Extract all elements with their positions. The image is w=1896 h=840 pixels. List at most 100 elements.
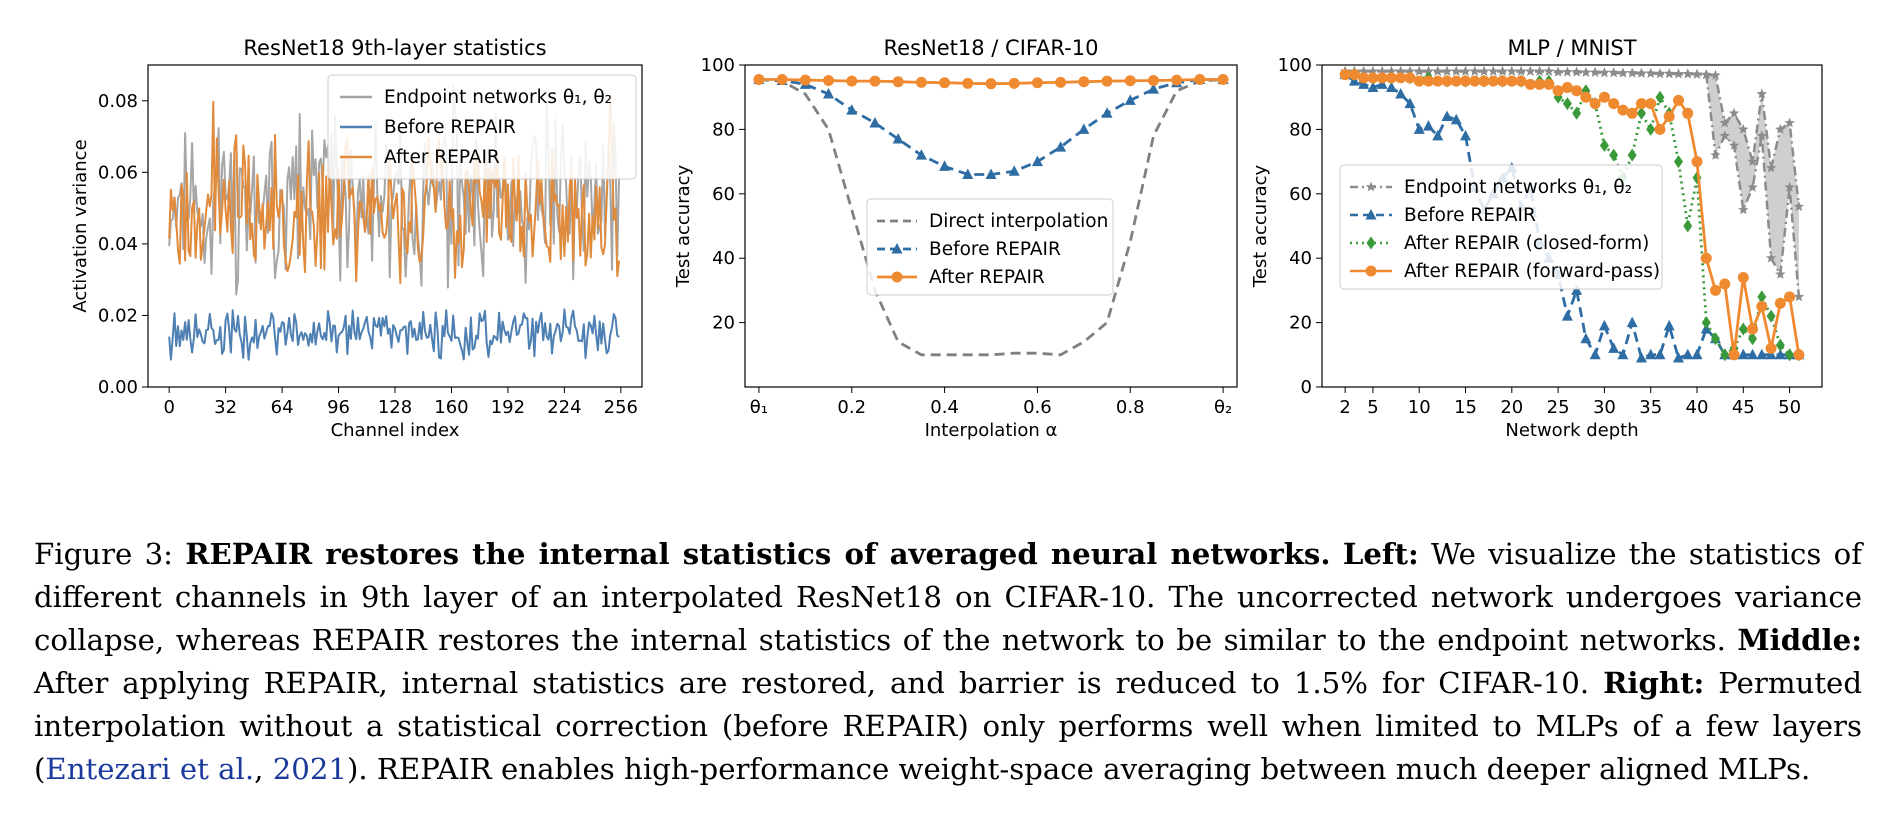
figure-caption: Figure 3: REPAIR restores the internal s… — [34, 533, 1862, 791]
series-line — [1345, 73, 1799, 357]
data-point — [776, 73, 788, 85]
data-point — [1673, 68, 1684, 79]
x-tick-label: 50 — [1778, 397, 1801, 418]
data-point — [1358, 72, 1370, 84]
data-point — [1561, 310, 1573, 321]
plot-frame — [744, 64, 1238, 388]
data-point — [1701, 316, 1711, 330]
legend-label: Before REPAIR — [929, 239, 1061, 260]
data-point — [985, 78, 997, 90]
data-point — [1376, 78, 1388, 89]
x-tick-label: 40 — [1686, 397, 1709, 418]
data-point — [1765, 348, 1777, 360]
y-tick-label: 0.06 — [98, 162, 138, 183]
data-point — [1385, 72, 1397, 84]
data-point — [1774, 297, 1786, 309]
x-tick-label: 20 — [1500, 397, 1523, 418]
plot-frame — [147, 64, 643, 388]
y-tick-label: 60 — [1289, 184, 1312, 205]
y-tick-label: 40 — [712, 248, 735, 269]
y-tick-label: 0.02 — [98, 305, 138, 326]
panel-1: ResNet18 9th-layer statistics 0 32 64 96 128 1… — [70, 36, 643, 441]
data-point — [1562, 97, 1572, 111]
data-point — [1367, 81, 1379, 93]
citation-year-link[interactable]: 2021 — [272, 752, 347, 787]
data-point — [1748, 332, 1758, 346]
data-point — [1654, 123, 1666, 135]
data-point — [1589, 98, 1601, 110]
data-point — [1756, 348, 1768, 360]
data-point — [1395, 87, 1407, 99]
data-point — [1663, 111, 1675, 123]
legend-label: After REPAIR (closed-form) — [1404, 233, 1649, 254]
data-point — [1543, 78, 1555, 90]
y-tick-label: 0.04 — [98, 234, 138, 255]
data-point — [1719, 130, 1730, 141]
data-point — [799, 74, 811, 86]
data-point — [846, 75, 858, 87]
data-point — [1580, 332, 1592, 344]
panel-1-series — [168, 85, 621, 361]
caption-bold-title: REPAIR restores the internal statistics … — [185, 537, 1331, 572]
data-point — [1793, 291, 1805, 302]
data-point — [1646, 122, 1656, 136]
y-tick-label: 0.00 — [98, 377, 138, 398]
data-point — [1756, 130, 1767, 141]
panel-3-series — [1339, 65, 1805, 363]
x-tick-label: 5 — [1367, 397, 1378, 418]
data-point — [1737, 272, 1749, 284]
data-point — [1441, 110, 1453, 122]
data-point — [1571, 284, 1583, 295]
data-point — [823, 74, 835, 86]
data-point — [1737, 348, 1749, 360]
data-point — [1171, 74, 1183, 86]
legend-label: Endpoint networks θ₁, θ₂ — [384, 87, 612, 108]
legend-box — [327, 74, 637, 180]
data-point — [1719, 117, 1730, 128]
series-line — [168, 308, 620, 361]
citation-authors-link[interactable]: Entezari et al. — [45, 752, 255, 787]
x-tick-label: θ₁ — [750, 397, 768, 418]
data-point — [1682, 348, 1694, 360]
data-point — [1608, 67, 1619, 78]
data-point — [1608, 98, 1620, 110]
x-tick-label: 30 — [1593, 397, 1616, 418]
data-point — [1645, 98, 1657, 110]
x-tick-label: 128 — [378, 397, 412, 418]
x-tick-label: 0.2 — [837, 397, 866, 418]
data-point — [1358, 65, 1369, 76]
data-point — [1720, 348, 1730, 362]
x-tick-label: 0.4 — [930, 397, 959, 418]
legend-box — [866, 198, 1114, 296]
legend-label: Direct interpolation — [929, 211, 1108, 232]
data-point — [1784, 117, 1795, 128]
legend-marker — [1365, 265, 1377, 277]
data-point — [1395, 72, 1407, 84]
data-point — [1194, 73, 1206, 85]
legend-label: After REPAIR (forward-pass) — [1404, 261, 1660, 282]
x-tick-label: 32 — [214, 397, 237, 418]
data-point — [869, 75, 881, 87]
data-point — [1031, 155, 1043, 167]
data-point — [1078, 76, 1090, 88]
data-point — [1386, 65, 1397, 76]
data-point — [962, 168, 974, 179]
data-point — [1710, 284, 1722, 296]
data-point — [1589, 66, 1601, 77]
caption-left-text: We visualize the statistics of different… — [34, 537, 1863, 658]
data-point — [1617, 348, 1629, 360]
data-point — [1775, 338, 1785, 352]
data-point — [1478, 75, 1490, 87]
x-axis-label: Interpolation α — [925, 420, 1058, 441]
data-point — [1757, 290, 1767, 304]
data-point — [1691, 348, 1703, 360]
data-point — [1561, 82, 1573, 94]
data-point — [1515, 65, 1527, 76]
x-tick-label: 64 — [271, 397, 294, 418]
data-point — [1451, 65, 1462, 76]
data-point — [1710, 149, 1721, 160]
data-point — [1728, 349, 1740, 361]
data-point — [1031, 77, 1043, 89]
legend-label: After REPAIR — [929, 267, 1045, 288]
data-point — [1404, 65, 1416, 76]
